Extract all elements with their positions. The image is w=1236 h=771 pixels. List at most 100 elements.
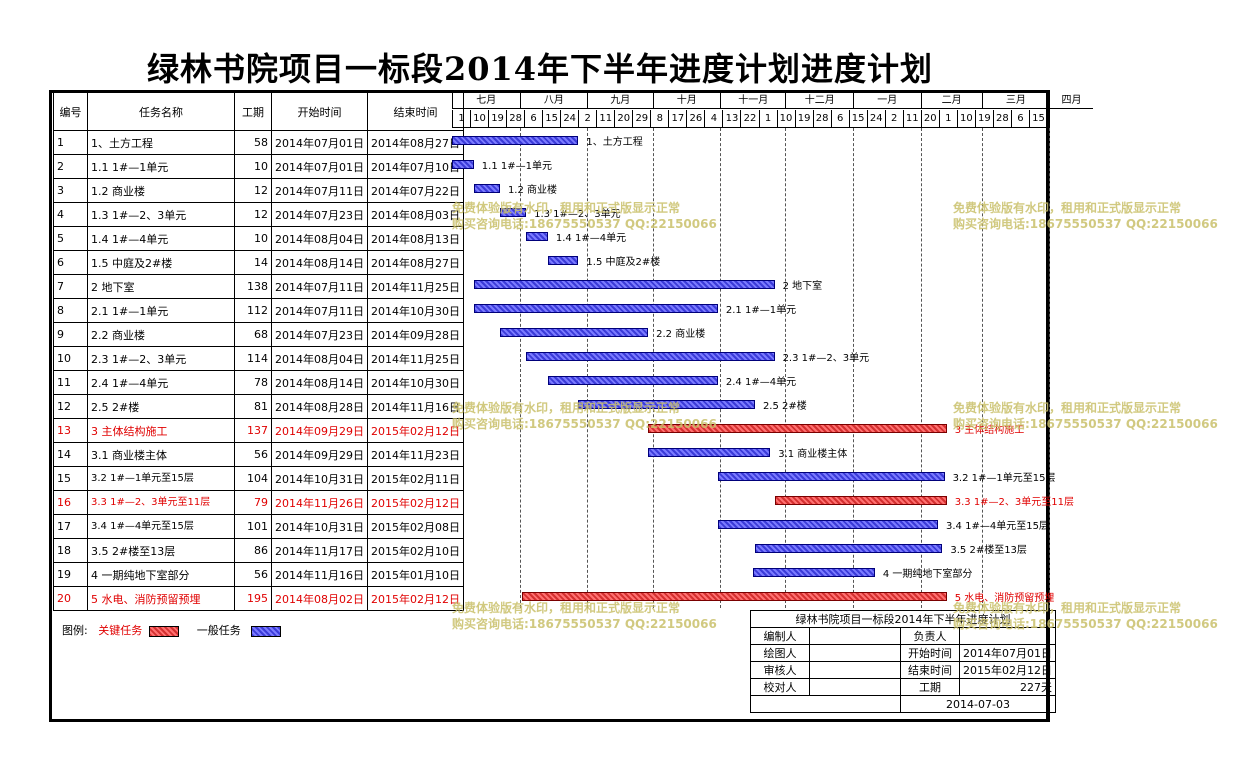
header-duration: 工期 bbox=[234, 92, 272, 131]
cell-end: 2015年02月11日 bbox=[367, 466, 464, 491]
cell-name: 3.3 1#—2、3单元至11层 bbox=[87, 490, 235, 515]
bar-label: 3.5 2#楼至13层 bbox=[950, 545, 1027, 556]
day-tick-label: 1 bbox=[938, 110, 957, 128]
day-tick-label: 17 bbox=[668, 110, 687, 128]
legend-normal-label: 一般任务 bbox=[196, 624, 241, 637]
table-row: 19 4 一期纯地下室部分 56 2014年11月16日 2015年01月10日 bbox=[53, 562, 464, 587]
cell-no: 3 bbox=[53, 178, 88, 203]
cell-end: 2014年07月22日 bbox=[367, 178, 464, 203]
bar-label: 3 主体结构施工 bbox=[954, 425, 1025, 436]
day-tick-label: 10 bbox=[776, 110, 795, 128]
task-table: 编号 任务名称 工期 开始时间 结束时间 1 1、土方工程 58 2014年07月01… bbox=[53, 92, 464, 611]
day-tick-label: 1 bbox=[452, 110, 471, 128]
cell-start: 2014年07月23日 bbox=[271, 202, 368, 227]
month-label: 七月 bbox=[452, 92, 520, 109]
bar-label: 3.4 1#—4单元至15层 bbox=[946, 521, 1049, 532]
info-start-value: 2014年07月01日 bbox=[958, 644, 1057, 662]
cell-name: 2.5 2#楼 bbox=[87, 394, 235, 419]
header-name: 任务名称 bbox=[87, 92, 235, 131]
critical-task-bar bbox=[774, 496, 947, 505]
table-row: 10 2.3 1#—2、3单元 114 2014年08月04日 2014年11月25日 bbox=[53, 346, 464, 371]
table-row: 9 2.2 商业楼 68 2014年07月23日 2014年09月28日 bbox=[53, 322, 464, 347]
month-label: 一月 bbox=[853, 92, 921, 109]
cell-name: 1.2 商业楼 bbox=[87, 178, 235, 203]
task-bar bbox=[578, 400, 755, 409]
cell-name: 5 水电、消防预留预埋 bbox=[87, 586, 235, 611]
info-blank bbox=[750, 695, 901, 713]
month-label: 十月 bbox=[652, 92, 721, 109]
cell-start: 2014年07月11日 bbox=[271, 298, 368, 323]
header-no: 编号 bbox=[53, 92, 88, 131]
day-tick-label: 10 bbox=[956, 110, 975, 128]
watermark-line1: 免费体验版有水印，租用和正式版显示正常 bbox=[452, 401, 681, 415]
watermark-line2: 购买咨询电话:18675550537 QQ:22150066 bbox=[953, 617, 1218, 631]
day-tick-label: 19 bbox=[794, 110, 813, 128]
bar-label: 5 水电、消防预留预埋 bbox=[954, 593, 1055, 604]
task-bar bbox=[473, 184, 500, 193]
month-gridline bbox=[785, 128, 787, 608]
legend: 图例: 关键任务 一般任务 bbox=[62, 622, 282, 638]
watermark-line2: 购买咨询电话:18675550537 QQ:22150066 bbox=[452, 417, 717, 431]
table-row: 2 1.1 1#—1单元 10 2014年07月01日 2014年07月10日 bbox=[53, 154, 464, 179]
cell-duration: 81 bbox=[234, 394, 272, 419]
cell-name: 1.4 1#—4单元 bbox=[87, 226, 235, 251]
cell-end: 2015年01月10日 bbox=[367, 562, 464, 587]
bar-label: 2.5 2#楼 bbox=[762, 401, 807, 412]
watermark-line1: 免费体验版有水印，租用和正式版显示正常 bbox=[452, 601, 681, 615]
cell-no: 16 bbox=[53, 490, 88, 515]
info-reviewer-value bbox=[809, 661, 901, 679]
cell-name: 3.4 1#—4单元至15层 bbox=[87, 514, 235, 539]
cell-duration: 12 bbox=[234, 178, 272, 203]
table-row: 12 2.5 2#楼 81 2014年08月28日 2014年11月16日 bbox=[53, 394, 464, 419]
title-block: 绿林书院项目一标段2014年下半年进度计划 编制人 负责人 绘图人 开始时间 20… bbox=[749, 610, 1057, 713]
bar-label: 2.2 商业楼 bbox=[656, 329, 706, 340]
cell-name: 2.1 1#—1单元 bbox=[87, 298, 235, 323]
cell-end: 2015年02月12日 bbox=[367, 586, 464, 611]
cell-end: 2015年02月08日 bbox=[367, 514, 464, 539]
cell-duration: 114 bbox=[234, 346, 272, 371]
cell-no: 5 bbox=[53, 226, 88, 251]
cell-duration: 58 bbox=[234, 130, 272, 155]
cell-no: 15 bbox=[53, 466, 88, 491]
day-tick-label: 28 bbox=[812, 110, 831, 128]
cell-name: 1.1 1#—1单元 bbox=[87, 154, 235, 179]
bar-label: 1.1 1#—1单元 bbox=[481, 161, 552, 172]
task-bar bbox=[648, 448, 771, 457]
day-tick-label: 20 bbox=[920, 110, 939, 128]
chart-frame bbox=[49, 90, 1050, 722]
cell-end: 2014年09月28日 bbox=[367, 322, 464, 347]
cell-start: 2014年08月02日 bbox=[271, 586, 368, 611]
cell-start: 2014年11月16日 bbox=[271, 562, 368, 587]
cell-end: 2014年08月13日 bbox=[367, 226, 464, 251]
watermark-line2: 购买咨询电话:18675550537 QQ:22150066 bbox=[452, 217, 717, 231]
month-label: 八月 bbox=[519, 92, 588, 109]
cell-duration: 101 bbox=[234, 514, 272, 539]
table-row: 11 2.4 1#—4单元 78 2014年08月14日 2014年10月30日 bbox=[53, 370, 464, 395]
day-tick-label: 10 bbox=[470, 110, 489, 128]
task-bar bbox=[499, 328, 649, 337]
legend-label: 图例: bbox=[62, 624, 88, 637]
table-row: 13 3 主体结构施工 137 2014年09月29日 2015年02月12日 bbox=[53, 418, 464, 443]
day-tick-label: 22 bbox=[740, 110, 759, 128]
cell-no: 4 bbox=[53, 202, 88, 227]
task-bar bbox=[717, 472, 945, 481]
day-tick-label: 2 bbox=[578, 110, 597, 128]
cell-start: 2014年08月28日 bbox=[271, 394, 368, 419]
watermark-line2: 购买咨询电话:18675550537 QQ:22150066 bbox=[452, 617, 717, 631]
table-row: 4 1.3 1#—2、3单元 12 2014年07月23日 2014年08月03日 bbox=[53, 202, 464, 227]
cell-name: 1、土方工程 bbox=[87, 130, 235, 155]
day-tick-label: 15 bbox=[1028, 110, 1047, 128]
task-bar bbox=[752, 568, 875, 577]
info-duration-value: 227天 bbox=[958, 678, 1057, 696]
cell-name: 2.2 商业楼 bbox=[87, 322, 235, 347]
task-bar bbox=[452, 136, 579, 145]
month-gridline bbox=[720, 128, 722, 608]
cell-start: 2014年08月14日 bbox=[271, 250, 368, 275]
day-tick-label: 19 bbox=[974, 110, 993, 128]
day-tick-label: 2 bbox=[884, 110, 903, 128]
cell-duration: 86 bbox=[234, 538, 272, 563]
cell-start: 2014年08月04日 bbox=[271, 346, 368, 371]
cell-no: 17 bbox=[53, 514, 88, 539]
day-tick-label: 11 bbox=[902, 110, 921, 128]
